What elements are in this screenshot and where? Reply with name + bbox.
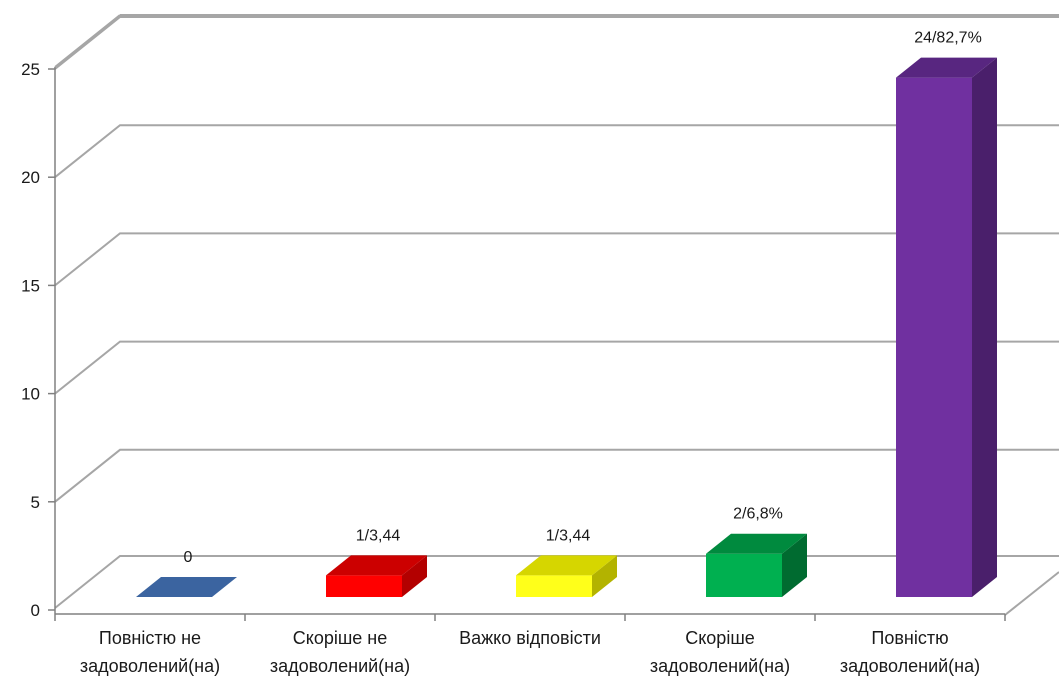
bar-2 bbox=[516, 555, 617, 597]
bar-1 bbox=[326, 555, 427, 597]
bar-side-2 bbox=[592, 555, 617, 597]
bar-top-1 bbox=[326, 555, 427, 576]
bar-top-4 bbox=[896, 57, 997, 78]
gridlines bbox=[54, 16, 1059, 503]
y-tick-label-15: 15 bbox=[21, 276, 40, 295]
bar-3 bbox=[706, 533, 807, 597]
bar-4 bbox=[896, 57, 997, 597]
gridline-25 bbox=[54, 16, 1059, 70]
data-label-1: 1/3,44 bbox=[356, 527, 401, 544]
bar-0 bbox=[136, 577, 237, 597]
category-label-1: Скоріше не задоволений(на) bbox=[270, 628, 410, 676]
data-label-2: 1/3,44 bbox=[546, 527, 591, 544]
data-labels: 0 1/3,44 1/3,44 2/6,8% 24/82,7% bbox=[184, 30, 982, 566]
y-tick-label-0: 0 bbox=[31, 601, 40, 620]
bar-front-2 bbox=[516, 575, 592, 597]
y-axis-tick-labels: 0 5 10 15 20 25 bbox=[21, 60, 55, 620]
side-wall-top-edge bbox=[54, 14, 121, 68]
data-label-3: 2/6,8% bbox=[733, 506, 783, 523]
bar-top-3 bbox=[706, 533, 807, 554]
category-labels: Повністю не задоволений(на) Скоріше не задо… bbox=[80, 628, 980, 676]
gridline-15 bbox=[54, 232, 1059, 287]
bar-front-3 bbox=[706, 553, 782, 597]
data-label-4: 24/82,7% bbox=[914, 30, 982, 47]
data-label-0: 0 bbox=[184, 549, 193, 566]
bar-side-3 bbox=[782, 533, 807, 597]
gridline-10 bbox=[54, 340, 1059, 395]
bar-flat-0 bbox=[136, 577, 237, 597]
category-label-2: Важко відповісти bbox=[459, 628, 601, 648]
floor-right-edge bbox=[1004, 571, 1059, 616]
bar-side-1 bbox=[402, 555, 427, 597]
category-label-0: Повністю не задоволений(на) bbox=[80, 628, 220, 676]
bar-front-4 bbox=[896, 77, 972, 597]
category-label-4: Повністю задоволений(на) bbox=[840, 628, 980, 676]
y-tick-label-25: 25 bbox=[21, 60, 40, 79]
y-tick-label-10: 10 bbox=[21, 385, 40, 404]
y-tick-label-5: 5 bbox=[31, 493, 40, 512]
bar-front-1 bbox=[326, 575, 402, 597]
category-label-3: Скоріше задоволений(на) bbox=[650, 628, 790, 676]
bar-top-2 bbox=[516, 555, 617, 576]
bar-side-4 bbox=[972, 57, 997, 597]
bars bbox=[136, 57, 997, 597]
gridline-20 bbox=[54, 124, 1059, 178]
y-tick-label-20: 20 bbox=[21, 168, 40, 187]
gridline-5 bbox=[54, 448, 1059, 503]
